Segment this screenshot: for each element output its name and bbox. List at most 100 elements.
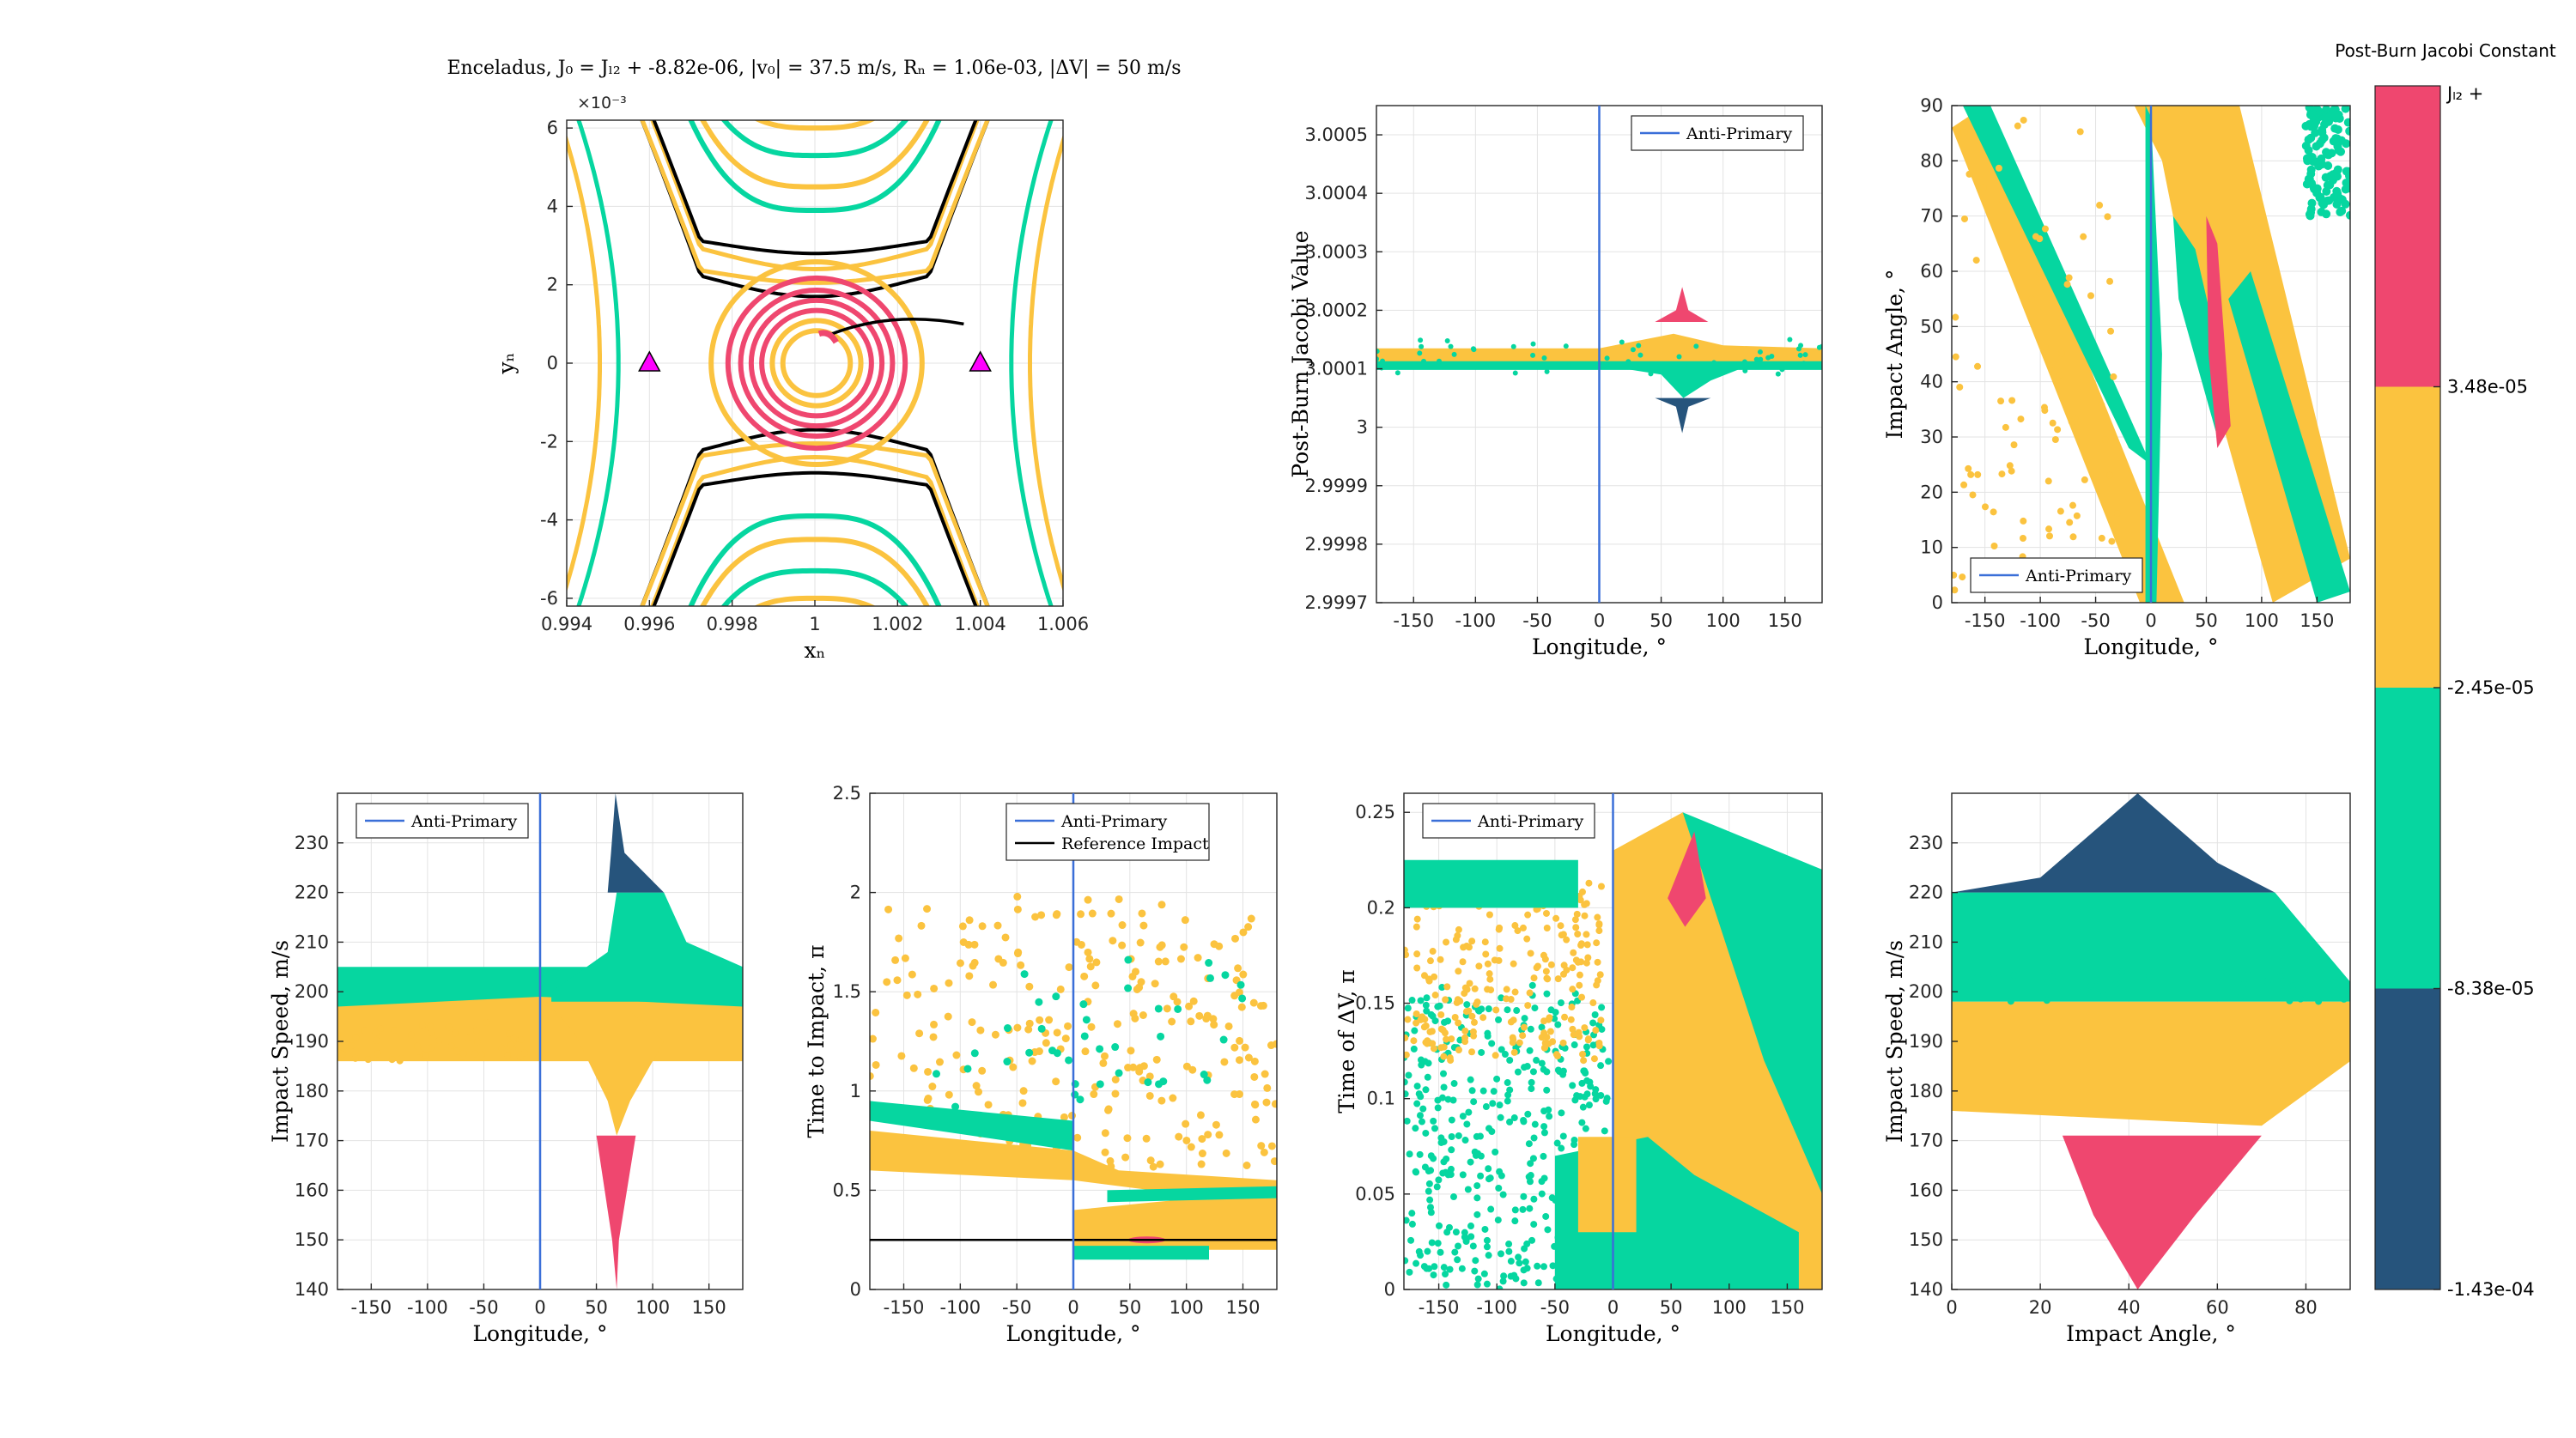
point [1407,1236,1415,1244]
point [2340,995,2348,1003]
point [1413,950,1421,958]
point [1495,1016,1503,1023]
point [2336,147,2346,156]
point [935,1058,944,1066]
point [1559,1071,1567,1078]
y-tick-label: 70 [1920,206,1943,227]
point [1194,954,1202,962]
point [1404,946,1408,954]
point [1485,911,1493,919]
point [472,1027,480,1035]
point [1413,1019,1420,1027]
point [1139,921,1148,930]
point [1123,1134,1132,1143]
point [1467,1223,1474,1230]
x-tick-label: 100 [2245,610,2279,631]
point [917,921,926,930]
point [1601,1127,1608,1135]
point [1498,994,1505,1002]
point [1239,928,1248,937]
point [1571,916,1579,924]
point [1376,356,1380,362]
x-tick-label: 150 [1770,1297,1804,1318]
point [1565,362,1571,368]
point [398,1054,405,1062]
point [428,1044,435,1052]
point [1576,1033,1583,1041]
point [1101,1129,1109,1138]
point [361,1027,369,1035]
point [924,1067,933,1076]
point [1224,1022,1233,1030]
point [1437,1010,1445,1018]
point [1960,481,1968,488]
point [1035,1047,1043,1056]
point [2322,209,2331,219]
point [1497,1250,1504,1258]
point [2028,295,2036,303]
y-tick-label: 180 [295,1081,329,1101]
colorbar-band [2375,86,2440,387]
point [1067,1112,1076,1120]
point [1443,983,1451,991]
point [1526,1047,1534,1054]
point [994,955,1003,963]
point [1448,1035,1455,1043]
point [1530,1221,1538,1229]
y-tick-label: 2 [850,883,861,903]
point [2044,477,2052,485]
point [1475,962,1483,970]
x-axis-label: Longitude, ° [1532,634,1667,659]
figure-title: Enceladus, J₀ = Jₗ₂ + -8.82e-06, |v₀| = … [447,58,1181,79]
point [1510,1271,1518,1279]
point [1574,958,1582,966]
vertical-band-teal [2145,106,2162,603]
point [1619,339,1625,345]
point [1156,943,1164,951]
y-tick-label: 90 [1920,95,1943,116]
point [1569,986,1577,993]
point [1408,997,1416,1004]
point [1418,1118,1425,1126]
point [1376,349,1380,355]
x-tick-label: 0 [1607,1297,1619,1318]
point [968,1018,976,1027]
point [1558,931,1565,939]
point [1582,1125,1589,1132]
y-tick-label: 160 [295,1180,329,1200]
point [1118,941,1127,950]
point [969,962,977,970]
point [1204,1131,1212,1139]
point [1510,1048,1518,1056]
point [1250,1072,1259,1081]
point [2106,471,2114,479]
point [339,1051,347,1059]
point [1234,964,1242,973]
point [348,1041,355,1049]
point [1061,1035,1070,1043]
point [989,980,998,989]
colorbar-tick-label: -1.43e-04 [2447,1279,2535,1300]
point [1589,1019,1597,1027]
point [1801,361,1807,367]
point [1586,1078,1594,1086]
x-axis-label: Longitude, ° [1546,1321,1680,1346]
point [1236,1036,1244,1045]
point [1003,1024,1012,1033]
point [1741,359,1747,365]
point [1203,1011,1212,1020]
point [1974,470,1982,478]
x-tick-label: -150 [1393,610,1434,631]
point [1417,997,1425,1004]
point [1554,1021,1562,1028]
point [1483,1243,1491,1251]
point [1567,1016,1575,1023]
point [1425,1265,1433,1272]
point [1528,1078,1535,1086]
point [1417,350,1423,356]
point [1571,1096,1579,1104]
point [1581,1024,1589,1032]
point [1514,927,1522,935]
point [1077,910,1085,919]
point [2215,977,2222,985]
